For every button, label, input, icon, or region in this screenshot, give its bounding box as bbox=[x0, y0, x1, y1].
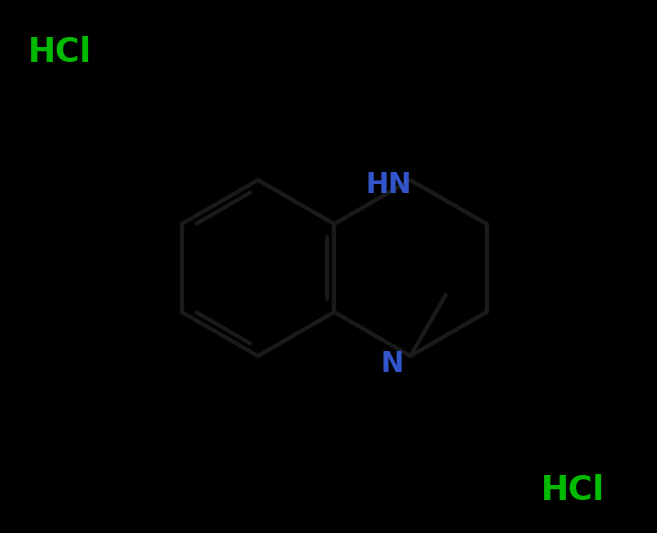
Text: HN: HN bbox=[365, 171, 411, 199]
Text: N: N bbox=[381, 350, 404, 378]
Text: HCl: HCl bbox=[28, 36, 92, 69]
Text: HCl: HCl bbox=[541, 473, 605, 506]
